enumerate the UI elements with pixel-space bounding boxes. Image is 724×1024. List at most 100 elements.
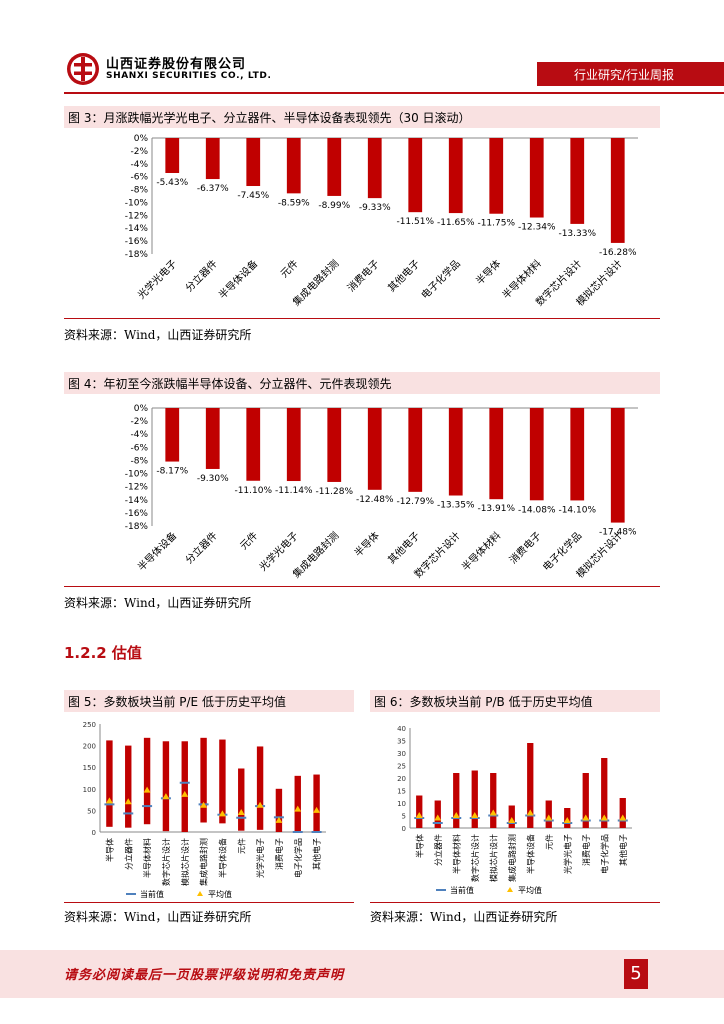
company-name-cn: 山西证券股份有限公司 [106, 57, 247, 72]
fig6-average-marker [471, 812, 479, 818]
fig4-y-tick-label: -2% [130, 417, 148, 427]
fig4-caption: 图 4：年初至今涨跌幅半导体设备、分立器件、元件表现领先 [68, 377, 392, 391]
fig4-x-tick-label: 分立器件 [182, 529, 219, 566]
fig5-average-marker [181, 790, 189, 797]
fig5-current-marker [123, 812, 134, 815]
fig3-x-tick-label: 元件 [278, 258, 301, 281]
fig6-bar [545, 800, 552, 828]
fig5-bar [181, 741, 188, 832]
fig4-chart: 0% -2% -4% -6% -8% -10% -12% -14% -16% -18% -8.17%… [125, 404, 638, 581]
fig4-bar [327, 408, 342, 482]
fig3-bar [367, 138, 382, 199]
fig3-x-tick-label: 光学光电子 [135, 257, 180, 302]
fig5-bar [275, 788, 283, 832]
fig5-y-tick-label: 250 [83, 721, 96, 729]
fig6-y-tick-label: 35 [397, 738, 406, 746]
fig5-x-tick-label: 数字芯片设计 [161, 838, 171, 886]
fig6-y-tick-label: 5 [402, 813, 406, 821]
fig4-data-label: -11.14% [275, 486, 313, 496]
fig5-bar [106, 740, 113, 827]
fig5-current-marker [311, 831, 322, 833]
fig3-data-label: -8.99% [318, 201, 350, 211]
fig4-x-tick-label: 消费电子 [506, 529, 543, 566]
fig3-data-label: -7.45% [237, 191, 269, 201]
fig4-data-label: -14.10% [558, 505, 596, 515]
fig6-y-tick-label: 15 [397, 788, 406, 796]
fig6-average-marker [489, 809, 497, 816]
fig5-average-marker [275, 816, 283, 823]
fig5-current-marker [236, 816, 247, 819]
fig3-bar [327, 138, 342, 196]
fig4-data-label: -11.10% [234, 486, 272, 496]
fig5-bar [200, 737, 207, 823]
fig4-bar [246, 408, 261, 481]
fig5-average-marker [313, 806, 321, 813]
fig6-x-tick-label: 模拟芯片设计 [488, 834, 498, 882]
fig3-x-tick-label: 电子化学品 [418, 257, 463, 302]
fig5-legend-current-swatch [126, 893, 136, 895]
fig3-bar [165, 138, 180, 173]
fig4-y-tick-label: -18% [125, 522, 149, 532]
fig3-y-tick-label: -6% [130, 173, 148, 183]
fig6-average-marker [452, 812, 460, 818]
fig6-average-marker [526, 809, 534, 816]
fig4-bar [610, 408, 625, 523]
fig5-average-marker [200, 801, 208, 808]
fig3-y-tick-label: -10% [125, 198, 149, 208]
fig4-bar [570, 408, 585, 501]
fig6-x-tick-label: 电子化学品 [599, 834, 609, 874]
fig6-bar [434, 800, 441, 828]
fig5-bar [294, 775, 301, 832]
fig5-average-marker [294, 805, 302, 812]
fig4-bar [165, 408, 180, 462]
fig6-bar [453, 773, 460, 828]
fig3-data-label: -9.33% [359, 203, 391, 213]
fig4-y-tick-label: -8% [130, 456, 148, 466]
fig6-average-marker [508, 817, 516, 823]
fig6-legend-current-label: 当前值 [450, 885, 474, 895]
fig6-legend-average-label: 平均值 [518, 885, 542, 895]
fig3-y-tick-label: 0% [134, 134, 149, 144]
fig4-caption-bar: 图 4：年初至今涨跌幅半导体设备、分立器件、元件表现领先 [64, 372, 660, 394]
fig4-x-tick-label: 半导体 [351, 529, 381, 559]
fig4-y-tick-label: -16% [125, 509, 149, 519]
fig4-y-tick-label: -4% [130, 430, 148, 440]
fig4-bar [529, 408, 544, 501]
fig6-bar [527, 743, 534, 828]
page-header: 山西证券股份有限公司 SHANXI SECURITIES CO., LTD. 行… [0, 0, 724, 100]
fig6-y-tick-label: 25 [397, 763, 406, 771]
disclaimer-text: 请务必阅读最后一页股票评级说明和免责声明 [64, 968, 345, 983]
fig5-bar [219, 739, 226, 824]
fig4-x-tick-label: 电子化学品 [540, 529, 585, 574]
fig6-bar [601, 758, 608, 828]
fig5-legend-average-swatch [197, 891, 203, 896]
report-category: 行业研究/行业周报 [573, 68, 674, 82]
fig3-x-tick-label: 分立器件 [182, 257, 219, 294]
fig6-x-tick-label: 半导体材料 [451, 834, 461, 874]
fig4-data-label: -12.48% [356, 495, 394, 505]
fig5-y-tick-label: 200 [83, 743, 96, 751]
fig3-y-tick-label: -2% [130, 147, 148, 157]
fig4-data-label: -8.17% [156, 467, 188, 477]
fig3-y-tick-label: -18% [125, 250, 149, 260]
fig5-bar [162, 741, 170, 832]
fig3-y-tick-label: -8% [130, 186, 148, 196]
fig5-y-tick-label: 150 [83, 764, 96, 772]
fig5-average-marker [237, 809, 245, 816]
fig5-current-marker [179, 781, 190, 784]
fig6-x-tick-label: 消费电子 [581, 834, 591, 866]
fig6-chart: 40 35 30 25 20 15 10 5 0 半导体 分立器件 半导体材料 数字芯片设计 模拟芯片设计… [397, 725, 632, 895]
fig3-data-label: -13.33% [558, 229, 596, 239]
fig4-y-tick-label: -10% [125, 470, 149, 480]
fig5-average-marker [105, 797, 113, 804]
fig5-average-marker [143, 786, 151, 793]
fig3-data-label: -5.43% [156, 178, 188, 188]
fig6-x-tick-label: 分立器件 [433, 834, 443, 866]
fig5-bar [125, 745, 132, 828]
fig3-data-label: -16.28% [599, 248, 637, 258]
fig6-bar [471, 770, 478, 828]
fig4-source: 资料来源：Wind，山西证券研究所 [64, 596, 252, 610]
fig4-data-label: -13.35% [437, 501, 475, 511]
fig4-bar [205, 408, 220, 469]
fig5-x-tick-label: 半导体 [104, 838, 114, 862]
